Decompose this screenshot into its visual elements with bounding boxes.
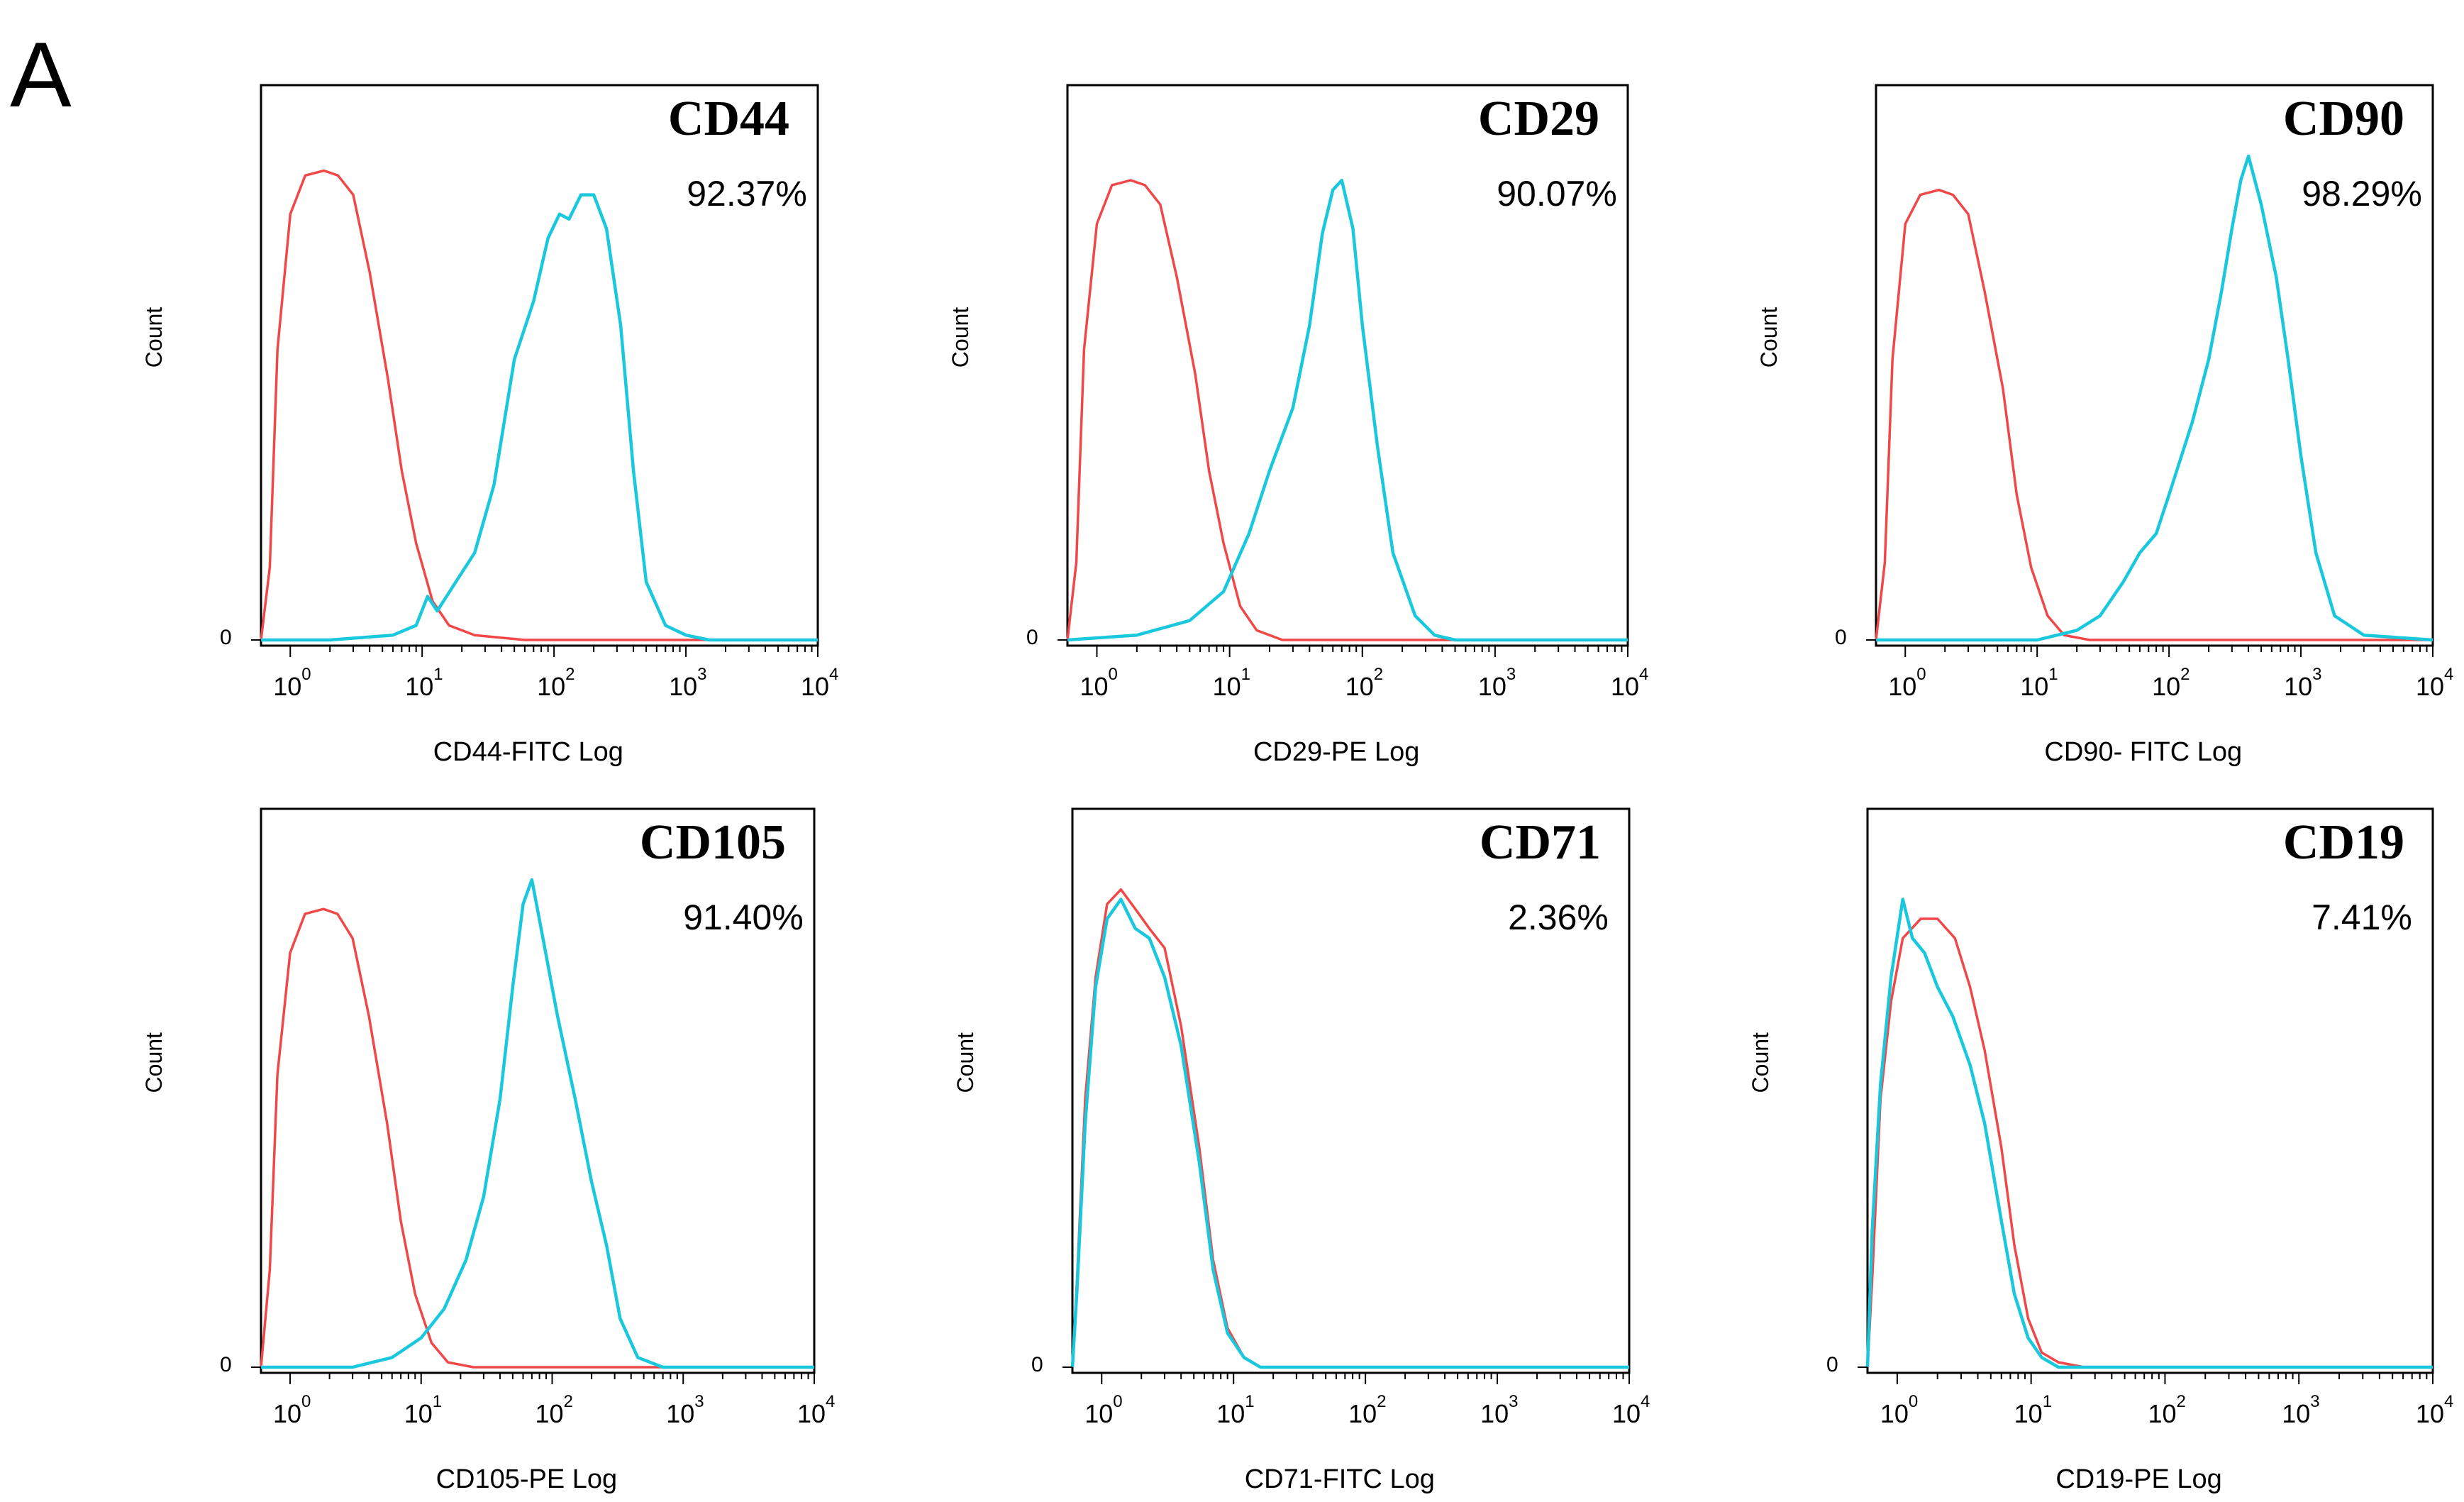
positive-percentage: 2.36% [1508,898,1609,937]
x-tick-label: 101 [2020,665,2058,701]
x-tick-label: 101 [404,1392,442,1428]
histogram-panel-cd90: 100 101 102 103 104 0 Count CD90- FITC Log CD90 9… [1756,84,2453,767]
x-tick-label: 102 [537,665,575,701]
marker-curve [1865,898,2433,1369]
y-axis-label: Count [948,307,973,368]
x-tick-label: 103 [2284,665,2321,701]
positive-percentage: 91.40% [683,898,804,937]
y-zero-label: 0 [220,626,232,649]
histogram-panel-cd44: 100 101 102 103 104 0 Count CD44-FITC Log CD44 92… [141,84,838,767]
histogram-panel-cd71: 100 101 102 103 104 0 Count CD71-FITC Log CD71 2.… [953,807,1650,1494]
y-axis-label: Count [1748,1032,1773,1093]
x-tick-label: 100 [273,665,311,701]
x-tick-label: 104 [801,665,838,701]
x-tick-label: 101 [405,665,443,701]
x-axis-label: CD29-PE Log [1253,737,1419,767]
positive-percentage: 98.29% [2302,174,2422,214]
x-tick-label: 104 [2416,665,2453,701]
x-tick-label: 100 [1084,1392,1122,1428]
y-zero-label: 0 [1031,1353,1043,1376]
panel-letter: A [10,23,72,126]
x-tick-label: 102 [1345,665,1383,701]
plot-frame [260,807,816,1374]
y-axis-label: Count [141,1032,167,1093]
x-axis-label: CD71-FITC Log [1245,1464,1435,1494]
x-tick-label: 104 [797,1392,835,1428]
histogram-panel-cd29: 100 101 102 103 104 0 Count CD29-PE Log CD29 90.0… [948,84,1648,767]
y-zero-label: 0 [1026,626,1038,649]
y-zero-label: 0 [1835,626,1847,649]
marker-curve [1876,154,2434,642]
positive-percentage: 90.07% [1497,174,1617,214]
isotype-curve [1875,188,2433,641]
x-axis-label: CD105-PE Log [436,1464,618,1494]
marker-curve [1070,898,1629,1369]
marker-title: CD44 [668,92,789,146]
isotype-curve [260,907,814,1369]
x-tick-label: 103 [669,665,706,701]
x-tick-label: 102 [2148,1392,2185,1428]
x-tick-label: 103 [2282,1392,2319,1428]
positive-percentage: 7.41% [2312,898,2412,937]
x-tick-label: 100 [1888,665,1926,701]
x-axis-label: CD44-FITC Log [433,737,623,767]
isotype-curve [1066,179,1628,641]
x-tick-label: 103 [666,1392,704,1428]
isotype-curve [1071,888,1629,1369]
x-tick-label: 102 [535,1392,572,1428]
histogram-panel-cd19: 100 101 102 103 104 0 Count CD19-PE Log CD19 7.41… [1748,807,2453,1494]
x-tick-label: 100 [1080,665,1118,701]
histogram-panels: 100 101 102 103 104 0 Count CD44-FITC Log CD44 92… [141,84,2453,1494]
x-tick-label: 103 [1478,665,1516,701]
x-tick-label: 102 [1348,1392,1386,1428]
marker-curve [261,193,818,642]
plot-frame [1866,807,2434,1374]
y-axis-label: Count [1756,307,1782,368]
y-axis-label: Count [953,1032,978,1093]
positive-percentage: 92.37% [687,174,807,214]
x-tick-label: 100 [1880,1392,1918,1428]
x-tick-label: 104 [2416,1392,2453,1428]
x-tick-label: 100 [273,1392,311,1428]
x-axis-label: CD90- FITC Log [2044,737,2242,767]
x-tick-label: 101 [1213,665,1250,701]
x-tick-label: 104 [1611,665,1648,701]
plot-frame [1875,84,2434,647]
y-zero-label: 0 [1826,1353,1838,1376]
plot-frame [260,84,819,647]
marker-curve [1067,178,1628,642]
x-tick-label: 101 [2014,1392,2052,1428]
x-tick-label: 101 [1216,1392,1254,1428]
x-axis-label: CD19-PE Log [2055,1464,2221,1494]
x-tick-label: 103 [1480,1392,1518,1428]
plot-frame [1066,84,1629,647]
histogram-panel-cd105: 100 101 102 103 104 0 Count CD105-PE Log CD105 91… [141,807,835,1494]
plot-frame [1071,807,1631,1374]
y-axis-label: Count [141,307,167,368]
isotype-curve [1866,917,2433,1369]
marker-title: CD90 [2283,92,2404,146]
isotype-curve [260,169,818,641]
x-tick-label: 102 [2152,665,2190,701]
marker-curve [261,878,814,1369]
y-zero-label: 0 [220,1353,232,1376]
marker-title: CD19 [2283,815,2404,870]
x-tick-label: 104 [1612,1392,1650,1428]
marker-title: CD29 [1478,92,1599,146]
marker-title: CD105 [640,815,786,870]
marker-title: CD71 [1480,815,1601,870]
